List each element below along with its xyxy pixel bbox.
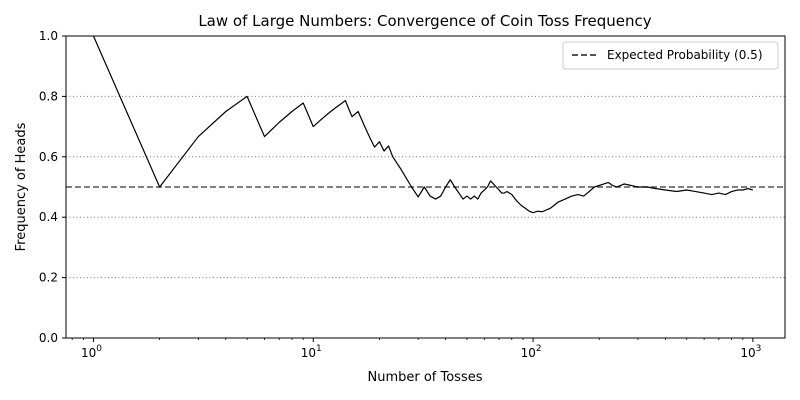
axes-frame [65, 35, 786, 339]
x-tick-label: 102 [521, 344, 542, 360]
plot-area [65, 35, 786, 339]
y-tick-label: 0.4 [39, 210, 58, 224]
y-axis-label: Frequency of Heads [14, 122, 29, 251]
y-tick-label: 0.6 [39, 150, 58, 164]
y-tick-label: 0.8 [39, 89, 58, 103]
x-tick-label: 100 [81, 344, 102, 360]
y-tick-label: 0.0 [39, 331, 58, 345]
legend: Expected Probability (0.5) [562, 41, 779, 70]
x-axis-label: Number of Tosses [367, 370, 482, 385]
x-tick-label: 101 [301, 344, 322, 360]
legend-label: Expected Probability (0.5) [607, 48, 763, 62]
grid [66, 95, 785, 279]
chart-title: Law of Large Numbers: Convergence of Coi… [198, 12, 651, 30]
y-tick-label: 0.2 [39, 271, 58, 285]
legend-frame [562, 41, 779, 70]
x-tick-label: 103 [740, 344, 761, 360]
frequency-line [92, 35, 754, 214]
axis-ticks: 0.0 0.2 0.4 0.6 0.8 1.0 100 101 102 103 [39, 29, 761, 360]
y-tick-label: 1.0 [39, 29, 58, 43]
